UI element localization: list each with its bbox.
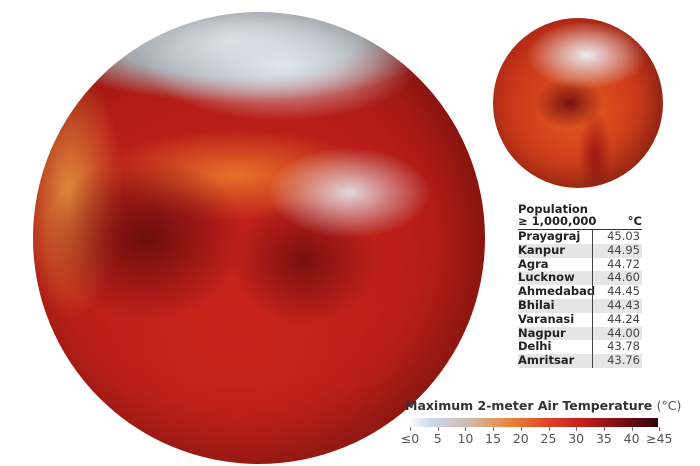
globe-eastern-hemisphere-map xyxy=(33,12,485,464)
city-name: Agra xyxy=(518,256,549,271)
table-row: Prayagraj 45.03 xyxy=(518,229,642,244)
table-header-unit: °C xyxy=(627,214,642,228)
table-header-threshold: ≥ 1,000,000 xyxy=(518,214,597,228)
city-temperature: 44.00 xyxy=(592,326,642,341)
table-header-population: Population xyxy=(518,202,588,216)
city-temperature: 45.03 xyxy=(592,229,642,244)
tick-label: 35 xyxy=(595,431,612,446)
city-temperature: 43.76 xyxy=(592,353,642,368)
globe-western-hemisphere-map xyxy=(493,18,663,188)
tick-mark xyxy=(465,427,467,431)
tick-label: 30 xyxy=(568,431,585,446)
tick-label: 15 xyxy=(485,431,502,446)
city-name: Ahmedabad xyxy=(518,284,596,299)
tick-mark xyxy=(659,427,661,431)
city-temperature: 44.60 xyxy=(592,271,642,286)
city-name: Kanpur xyxy=(518,242,565,257)
tick-mark xyxy=(410,427,411,431)
city-name: Nagpur xyxy=(518,325,566,340)
legend-unit: (°C) xyxy=(656,398,682,413)
tick-label: 25 xyxy=(540,431,557,446)
table-row: Amritsar 43.76 xyxy=(518,353,642,368)
tick-label: ≥45 xyxy=(646,431,673,446)
table-row: Varanasi 44.24 xyxy=(518,311,642,327)
tick-mark xyxy=(576,427,578,431)
table-row: Bhilai 44.43 xyxy=(518,297,642,313)
table-row: Kanpur 44.95 xyxy=(518,242,642,258)
city-name: Prayagraj xyxy=(518,229,581,243)
city-temperature: 43.78 xyxy=(592,340,642,355)
color-scale-bar xyxy=(408,418,658,427)
legend-title-text: Maximum 2-meter Air Temperature xyxy=(405,398,653,413)
tick-label: 40 xyxy=(623,431,640,446)
tick-label: 20 xyxy=(512,431,529,446)
table-row: Ahmedabad 44.45 xyxy=(518,284,642,299)
tick-mark xyxy=(631,427,633,431)
city-temperature-table: Population ≥ 1,000,000 °C Prayagraj 45.03… xyxy=(518,203,642,368)
tick-label: 5 xyxy=(433,431,442,446)
city-temperature: 44.43 xyxy=(592,298,642,313)
table-row: Delhi 43.78 xyxy=(518,339,642,355)
city-name: Amritsar xyxy=(518,353,575,368)
tick-mark xyxy=(437,427,439,431)
tick-label: 10 xyxy=(457,431,474,446)
tick-label: ≤0 xyxy=(400,431,420,446)
tick-mark xyxy=(493,427,495,431)
color-scale-ticks: ≤0 5 10 15 20 25 30 35 40 ≥45 xyxy=(0,427,700,457)
tick-mark xyxy=(548,427,550,431)
table-row: Lucknow 44.60 xyxy=(518,270,642,286)
tick-mark xyxy=(603,427,605,431)
city-name: Lucknow xyxy=(518,270,575,285)
city-temperature: 44.72 xyxy=(592,257,642,272)
city-name: Delhi xyxy=(518,339,552,354)
city-temperature: 44.95 xyxy=(592,243,642,258)
tick-mark xyxy=(520,427,522,431)
city-name: Varanasi xyxy=(518,311,575,326)
city-temperature: 44.45 xyxy=(592,284,642,299)
city-name: Bhilai xyxy=(518,297,555,312)
table-row: Agra 44.72 xyxy=(518,256,642,272)
city-temperature: 44.24 xyxy=(592,312,642,327)
legend-title: Maximum 2-meter Air Temperature (°C) xyxy=(405,398,681,413)
table-row: Nagpur 44.00 xyxy=(518,325,642,341)
